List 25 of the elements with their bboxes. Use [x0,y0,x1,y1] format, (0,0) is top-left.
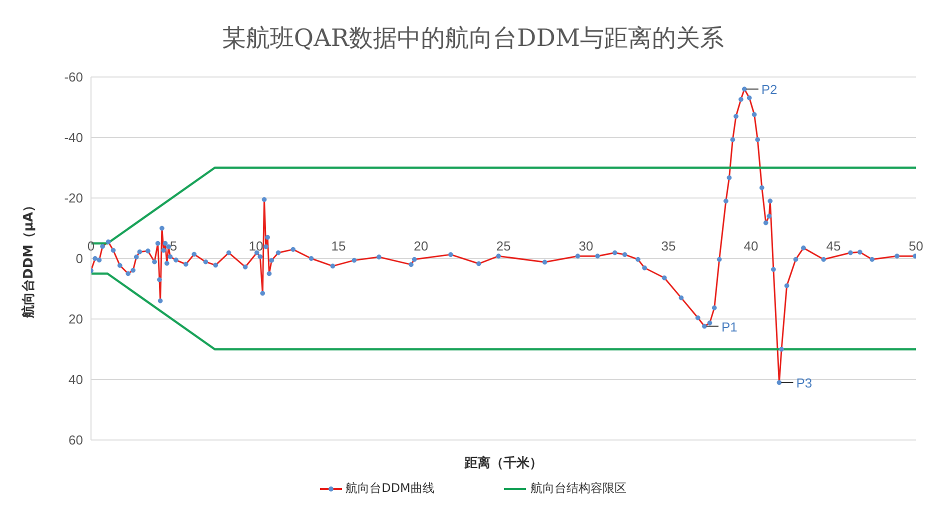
x-axis-title: 距离（千米） [464,455,542,471]
y-tick-label: 20 [68,312,83,327]
x-tick-label: 5 [170,238,178,254]
x-tick-label: 45 [826,238,841,254]
x-tick-label: 25 [496,238,511,254]
legend-label: 航向台结构容限区 [530,480,626,497]
x-tick-label: 50 [908,238,924,254]
x-tick-label: 20 [414,238,428,254]
y-tick-label: -40 [64,130,83,146]
y-tick-label: 60 [68,432,83,448]
x-tick-label: 15 [331,238,346,254]
annotation: P1 [721,319,738,334]
y-tick-label: -20 [64,190,83,206]
y-axis-title: 航向台DDM（μA） [20,198,37,320]
x-tick-label: 40 [744,238,758,254]
y-tick-label: 0 [76,251,83,266]
legend-label: 航向台DDM曲线 [346,480,434,497]
annotation: P2 [761,82,778,98]
x-tick-label: 35 [661,238,676,254]
annotation: P3 [796,376,812,391]
x-tick-label: 0 [87,238,95,254]
y-tick-label: -60 [64,70,83,85]
y-tick-label: 40 [68,372,83,388]
chart-title: 某航班QAR数据中的航向台DDM与距离的关系 [222,24,724,52]
x-tick-label: 30 [578,238,594,254]
